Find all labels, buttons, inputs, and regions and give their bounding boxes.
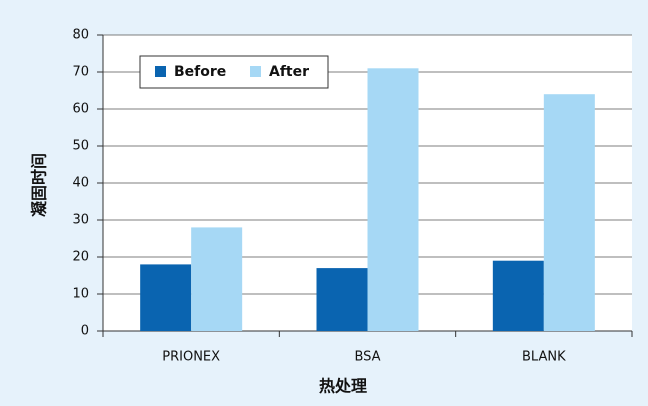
legend-box xyxy=(139,55,329,89)
y-tick-label: 40 xyxy=(72,176,89,191)
y-tick-label: 70 xyxy=(72,65,89,80)
y-tick-label: 30 xyxy=(72,213,89,228)
bar xyxy=(543,94,595,331)
x-axis-title: 热处理 xyxy=(319,377,367,396)
y-tick-label: 80 xyxy=(72,28,89,43)
bar xyxy=(140,264,192,331)
y-tick-label: 50 xyxy=(72,139,89,154)
y-tick-label: 20 xyxy=(72,250,89,265)
y-tick-label: 60 xyxy=(72,102,89,117)
legend-swatch xyxy=(250,66,261,77)
x-tick-label: BSA xyxy=(354,350,380,365)
legend-label: After xyxy=(269,64,309,80)
x-tick-label: BLANK xyxy=(522,350,566,365)
legend-swatch xyxy=(155,66,166,77)
y-tick-label: 10 xyxy=(72,287,89,302)
x-tick-label: PRIONEX xyxy=(162,350,220,365)
bar xyxy=(316,268,368,331)
y-axis-title: 凝固时间 xyxy=(30,153,49,217)
bar xyxy=(191,227,243,331)
legend-label: Before xyxy=(174,64,226,80)
bar xyxy=(492,260,544,331)
y-tick-label: 0 xyxy=(81,324,89,339)
bar xyxy=(367,68,419,332)
